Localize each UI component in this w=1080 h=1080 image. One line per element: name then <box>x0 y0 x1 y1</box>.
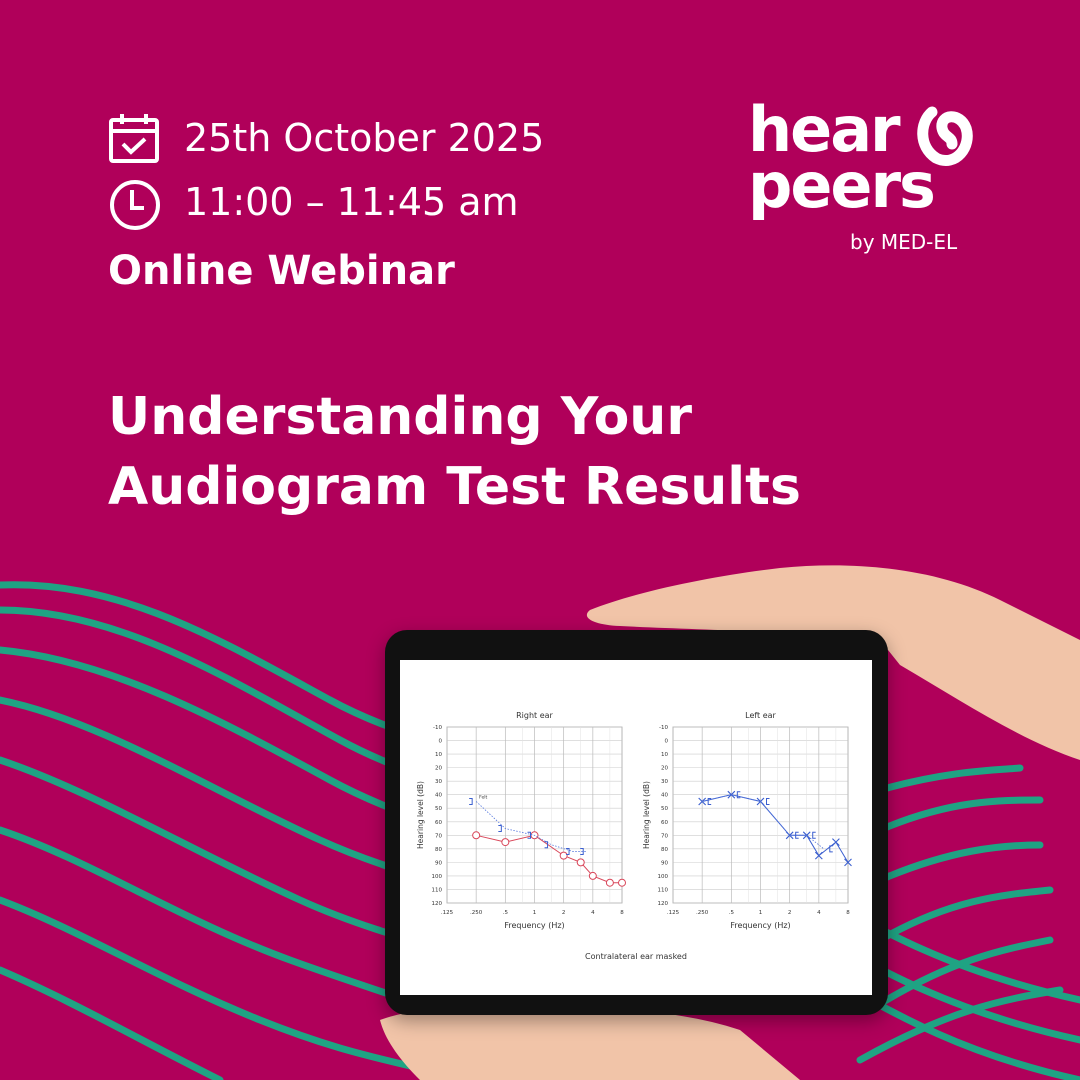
data-point-bracket <box>829 845 833 853</box>
data-point-bracket <box>580 848 584 856</box>
y-tick-label: 100 <box>432 874 443 880</box>
data-point-bracket <box>795 831 799 839</box>
x-axis-label: Frequency (Hz) <box>730 921 790 930</box>
x-tick-label: 2 <box>562 910 566 916</box>
y-tick-label: 70 <box>661 833 668 839</box>
x-tick-label: 1 <box>759 910 763 916</box>
annotation-label: Felt <box>479 795 487 801</box>
ear-swirl-icon <box>912 106 974 172</box>
y-tick-label: 110 <box>658 887 669 893</box>
data-point-x <box>785 831 794 840</box>
logo-line-1: hear <box>748 93 901 166</box>
y-tick-label: 90 <box>661 860 668 866</box>
y-tick-label: 80 <box>435 847 442 853</box>
y-tick-label: -10 <box>433 725 442 731</box>
y-tick-label: 90 <box>435 860 442 866</box>
y-tick-label: 50 <box>435 806 442 812</box>
data-point-circle <box>605 878 614 887</box>
calendar-check-icon <box>108 112 162 168</box>
y-tick-label: 70 <box>435 833 442 839</box>
x-tick-label: .125 <box>441 910 454 916</box>
x-tick-label: .250 <box>470 910 483 916</box>
data-point-x <box>727 790 736 799</box>
tablet-screen: -10 0 10 20 30 40 50 60 70 80 90 100 110 120.125.250.… <box>400 660 872 995</box>
data-point-bracket <box>469 797 473 805</box>
event-format: Online Webinar <box>108 248 455 294</box>
data-point-circle <box>559 851 568 860</box>
audiogram-left: -10 0 10 20 30 40 50 60 70 80 90 100 110 120 .125 .250.… <box>642 711 852 930</box>
event-date: 25th October 2025 <box>184 116 545 160</box>
data-point-circle <box>501 838 510 847</box>
chart-title: Left ear <box>745 711 776 720</box>
data-point-bracket <box>736 791 741 799</box>
y-tick-label: 40 <box>661 793 668 799</box>
data-point-circle <box>472 831 481 840</box>
y-tick-label: 20 <box>661 766 668 772</box>
x-tick-label: .125 <box>667 910 680 916</box>
data-point-x <box>802 831 811 840</box>
y-tick-label: 10 <box>435 752 442 758</box>
event-time: 11:00 – 11:45 am <box>184 180 519 224</box>
x-tick-label: 4 <box>591 910 595 916</box>
y-tick-label: 60 <box>661 820 668 826</box>
event-title: Understanding Your Audiogram Test Result… <box>108 382 801 522</box>
data-point-circle <box>588 871 597 880</box>
y-tick-label: 50 <box>661 806 668 812</box>
title-line-2: Audiogram Test Results <box>108 457 801 517</box>
y-tick-label: 100 <box>658 874 669 880</box>
y-tick-label: 30 <box>435 779 442 785</box>
data-point-bracket <box>544 841 549 849</box>
data-point-bracket <box>498 825 502 833</box>
x-tick-label: 4 <box>817 910 821 916</box>
series-line <box>702 794 825 850</box>
series-line <box>475 801 588 852</box>
x-tick-label: .5 <box>729 910 735 916</box>
y-tick-label: 110 <box>432 887 443 893</box>
y-axis-label: Hearing level (dB) <box>416 781 425 849</box>
x-tick-label: 8 <box>620 910 624 916</box>
data-point-bracket <box>566 848 570 856</box>
data-point-bracket <box>766 797 770 805</box>
data-point-bracket <box>812 831 816 839</box>
series-line <box>702 794 849 863</box>
x-tick-label: .250 <box>696 910 709 916</box>
y-tick-label: -10 <box>659 725 668 731</box>
y-tick-label: 120 <box>658 901 669 907</box>
y-tick-label: 40 <box>435 793 442 799</box>
hearpeers-logo: hear peers <box>748 93 936 222</box>
clock-icon <box>108 178 162 236</box>
data-point-circle <box>576 858 585 867</box>
data-point-bracket <box>527 831 531 839</box>
audiogram-charts: -100102030405060708090100110120.125.250.… <box>416 711 852 930</box>
y-tick-label: 0 <box>439 739 443 745</box>
y-tick-label: 10 <box>661 752 668 758</box>
logo-line-2: peers <box>748 149 936 222</box>
y-tick-label: 0 <box>665 739 669 745</box>
y-tick-label: 120 <box>432 901 443 907</box>
y-tick-label: 60 <box>435 820 442 826</box>
series-line <box>476 834 622 884</box>
chart-title: Right ear <box>516 711 553 720</box>
data-point-x <box>832 838 840 846</box>
audiogram-right: -10 0 10 20 30 40 50 60 70 80 90 100 110 120 .125 .250.… <box>416 711 626 930</box>
logo-byline: by MED-EL <box>850 230 958 254</box>
data-point-circle <box>618 878 626 887</box>
x-tick-label: 1 <box>533 910 537 916</box>
y-axis-label: Hearing level (dB) <box>642 781 651 849</box>
data-point-x <box>814 851 823 860</box>
x-tick-label: 2 <box>788 910 792 916</box>
x-tick-label: .5 <box>503 910 509 916</box>
data-point-x <box>844 858 852 867</box>
x-axis-label: Frequency (Hz) <box>504 921 564 930</box>
data-point-bracket <box>707 797 712 805</box>
y-tick-label: 30 <box>661 779 668 785</box>
title-line-1: Understanding Your <box>108 387 692 447</box>
x-tick-label: 8 <box>846 910 850 916</box>
y-tick-label: 80 <box>661 847 668 853</box>
y-tick-label: 20 <box>435 766 442 772</box>
footnote: Contralateral ear masked <box>585 952 687 961</box>
